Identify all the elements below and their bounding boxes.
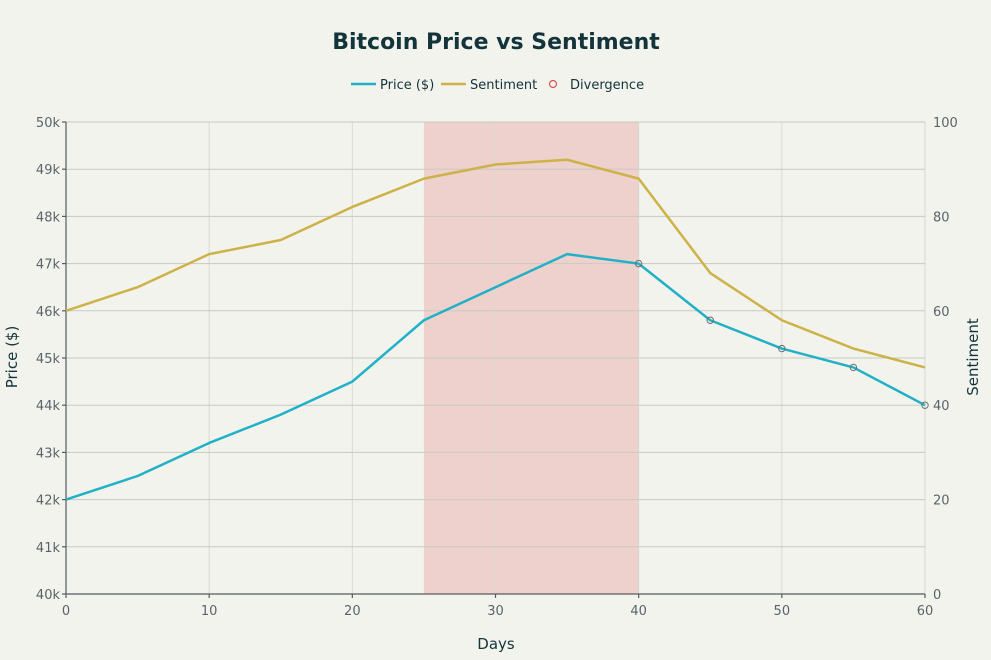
legend-label-price: Price ($) — [380, 78, 434, 93]
series-line-sentiment — [65, 158, 926, 369]
x-tick-label: 50 — [774, 604, 791, 619]
y2-tick-label: 0 — [933, 588, 941, 603]
x-tick-label: 0 — [62, 604, 70, 619]
x-axis-title: Days — [477, 635, 515, 653]
axes — [62, 121, 926, 598]
divergence-marker — [778, 344, 786, 353]
legend-label-divergence: Divergence — [570, 78, 644, 93]
y2-tick-label: 80 — [933, 210, 950, 225]
x-tick-label: 10 — [201, 604, 218, 619]
y-tick-label: 46k — [36, 305, 61, 320]
y-tick-label: 47k — [36, 258, 61, 273]
chart-title: Bitcoin Price vs Sentiment — [332, 30, 660, 55]
y-tick-label: 48k — [36, 210, 61, 225]
y-tick-label: 41k — [36, 541, 61, 556]
y-tick-label: 40k — [36, 588, 61, 603]
y2-tick-label: 20 — [933, 494, 950, 509]
divergence-marker — [849, 363, 858, 372]
x-tick-label: 30 — [487, 604, 504, 619]
divergence-marker — [706, 316, 714, 324]
tick-labels: 0 10 20 30 40 50 60 40k 41k 42k 43k 44k 45k 46k 47k 48k… — [36, 116, 958, 619]
series-line-price — [65, 252, 926, 501]
y2-tick-label: 60 — [933, 305, 950, 320]
y-tick-label: 43k — [36, 446, 61, 461]
divergence-markers — [634, 259, 929, 409]
y2-tick-label: 40 — [933, 399, 950, 414]
y-tick-label: 44k — [36, 399, 61, 414]
x-tick-label: 20 — [344, 604, 361, 619]
grid — [66, 121, 926, 594]
x-tick-label: 60 — [917, 604, 934, 619]
y-tick-label: 42k — [36, 494, 61, 509]
y2-tick-label: 100 — [933, 116, 958, 131]
y-tick-label: 50k — [36, 116, 61, 131]
divergence-marker — [634, 259, 643, 268]
divergence-marker — [921, 401, 929, 409]
legend: Price ($) Sentiment Divergence — [351, 78, 644, 93]
legend-marker-divergence — [548, 79, 558, 89]
y-tick-label: 45k — [36, 352, 61, 367]
series-lines — [65, 158, 926, 501]
legend-label-sentiment: Sentiment — [470, 78, 537, 93]
x-tick-label: 40 — [630, 604, 647, 619]
y2-axis-title: Sentiment — [964, 318, 982, 396]
y-tick-label: 49k — [36, 163, 61, 178]
y-axis-title: Price ($) — [3, 326, 21, 389]
